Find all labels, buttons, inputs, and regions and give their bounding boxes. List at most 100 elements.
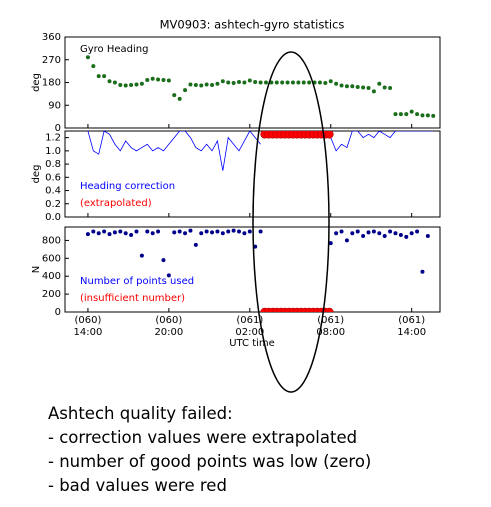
notes-line: - number of good points was low (zero) <box>48 452 372 471</box>
point <box>237 229 242 234</box>
point <box>366 86 371 91</box>
point <box>247 78 252 83</box>
point <box>134 229 139 234</box>
y-axis-label: deg <box>31 165 42 184</box>
point <box>199 83 204 88</box>
point <box>183 231 188 236</box>
point <box>193 83 198 88</box>
point <box>96 231 101 236</box>
point <box>269 80 274 85</box>
point <box>307 80 312 85</box>
point <box>290 80 295 85</box>
y-tick-label: 400 <box>42 271 61 282</box>
point <box>96 74 101 79</box>
point <box>129 83 134 88</box>
point <box>296 80 301 85</box>
point <box>382 233 387 238</box>
point <box>361 233 366 238</box>
point <box>210 230 215 235</box>
x-tick-label: (061) 02:00 <box>235 315 265 338</box>
point <box>344 84 349 89</box>
x-tick-label: (060) 14:00 <box>73 315 103 338</box>
point <box>328 241 333 246</box>
chart: MV0903: ashtech-gyro statistics UTC time… <box>31 18 441 393</box>
point <box>247 229 252 234</box>
point <box>377 231 382 236</box>
point <box>361 85 366 90</box>
y-tick-label: 0.8 <box>45 159 61 170</box>
point <box>334 81 339 86</box>
point <box>334 231 339 236</box>
point <box>145 77 150 82</box>
point <box>91 229 96 234</box>
y-tick-label: 1.0 <box>45 146 61 157</box>
point <box>317 80 322 85</box>
point <box>242 80 247 85</box>
point <box>350 231 355 236</box>
point <box>355 85 360 90</box>
point <box>166 78 171 83</box>
point <box>409 109 414 114</box>
y-axis-label: deg <box>31 73 42 92</box>
point <box>204 229 209 234</box>
notes-heading: Ashtech quality failed: <box>48 404 233 423</box>
x-tick-label: (061) 14:00 <box>397 315 427 338</box>
point <box>420 269 425 274</box>
annotation: Gyro Heading <box>80 44 148 55</box>
annotation: Number of points used <box>80 276 194 287</box>
point <box>398 233 403 238</box>
y-tick-label: 0.4 <box>45 186 61 197</box>
point <box>366 230 371 235</box>
point <box>431 113 436 118</box>
point <box>156 77 161 82</box>
point <box>339 83 344 88</box>
annotation: (extrapolated) <box>80 198 152 209</box>
point <box>350 84 355 89</box>
point <box>188 228 193 233</box>
point <box>371 229 376 234</box>
x-axis-label: UTC time <box>229 338 275 349</box>
point <box>415 229 420 234</box>
y-tick-label: 600 <box>42 253 61 264</box>
y-tick-label: 270 <box>42 55 61 66</box>
point <box>328 79 333 84</box>
y-axis-label: N <box>31 266 42 273</box>
point <box>139 81 144 86</box>
point <box>425 233 430 238</box>
y-tick-label: 360 <box>42 32 61 43</box>
point <box>118 83 123 88</box>
point <box>274 80 279 85</box>
point <box>123 231 128 236</box>
point <box>253 79 258 84</box>
point <box>166 273 171 278</box>
point <box>301 80 306 85</box>
point <box>85 232 90 237</box>
point <box>215 81 220 86</box>
point <box>415 112 420 117</box>
plot-area <box>87 131 434 171</box>
point <box>150 76 155 81</box>
point <box>199 231 204 236</box>
point <box>253 244 258 249</box>
point <box>220 231 225 236</box>
plot-area <box>85 228 430 312</box>
y-tick-label: 0.2 <box>45 199 61 210</box>
point <box>172 230 177 235</box>
notes-line: - correction values were extrapolated <box>48 428 358 447</box>
point <box>226 229 231 234</box>
y-tick-label: 180 <box>42 78 61 89</box>
point <box>85 55 90 60</box>
point <box>285 80 290 85</box>
point <box>112 80 117 85</box>
point <box>377 81 382 86</box>
point <box>404 234 409 239</box>
point <box>134 82 139 87</box>
point <box>325 307 334 312</box>
notes: Ashtech quality failed: - correction val… <box>48 402 371 498</box>
annotation: (insufficient number) <box>80 293 185 304</box>
point <box>150 231 155 236</box>
y-tick-label: 0.0 <box>45 212 61 223</box>
point <box>263 80 268 85</box>
point <box>107 232 112 237</box>
